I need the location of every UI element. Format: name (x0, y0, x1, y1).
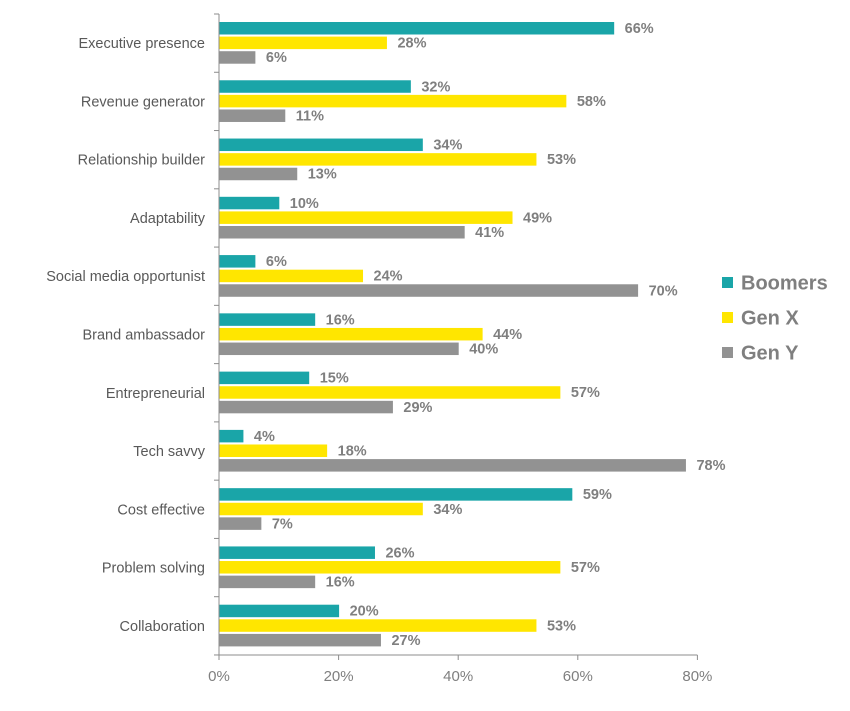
data-label: 11% (296, 108, 324, 124)
x-tick-label: 20% (324, 668, 354, 685)
data-label: 32% (421, 79, 450, 95)
bar-gen-y (219, 167, 298, 181)
data-label: 6% (266, 50, 287, 66)
data-label: 18% (338, 443, 367, 459)
bar-boomers (219, 80, 411, 93)
data-label: 7% (272, 516, 293, 532)
bar-gen-x (219, 502, 423, 516)
bar-boomers (219, 429, 244, 443)
data-label: 13% (308, 167, 337, 183)
x-tick-label: 80% (682, 668, 712, 685)
data-label: 29% (403, 400, 432, 416)
category-label: Cost effective (117, 502, 205, 518)
bar-gen-y (219, 109, 286, 122)
x-tick-label: 60% (563, 668, 593, 685)
data-label: 57% (571, 385, 600, 401)
legend-swatch (722, 277, 733, 288)
bar-gen-x (219, 153, 537, 166)
category-label: Brand ambassador (82, 327, 205, 343)
x-tick-label: 0% (208, 668, 230, 685)
data-label: 34% (433, 138, 462, 154)
bar-gen-x (219, 386, 561, 399)
legend-label: Gen Y (741, 343, 799, 365)
legend-swatch (722, 347, 733, 358)
bar-gen-y (219, 633, 381, 647)
category-label: Executive presence (78, 36, 205, 52)
data-label: 70% (649, 283, 678, 299)
bar-gen-y (219, 284, 639, 297)
legend-label: Boomers (741, 273, 828, 295)
data-label: 28% (397, 36, 426, 52)
bar-boomers (219, 138, 423, 152)
bar-boomers (219, 313, 316, 326)
data-label: 16% (326, 312, 355, 328)
bar-boomers (219, 371, 310, 385)
data-label: 4% (254, 429, 275, 445)
bar-boomers (219, 604, 340, 618)
legend: Boomers Gen X Gen Y (722, 273, 828, 365)
bar-gen-y (219, 226, 465, 239)
bar-gen-y (219, 342, 459, 356)
bar-boomers (219, 196, 280, 210)
category-label: Relationship builder (78, 153, 206, 169)
category-label: Social media opportunist (46, 269, 205, 285)
bar-boomers (219, 488, 573, 501)
bar-gen-x (219, 561, 561, 574)
data-label: 10% (290, 196, 319, 212)
bar-gen-x (219, 327, 483, 341)
data-label: 41% (475, 225, 504, 241)
data-label: 78% (696, 458, 725, 474)
bar-gen-y (219, 51, 256, 64)
data-label: 16% (326, 575, 355, 591)
bar-boomers (219, 22, 615, 35)
data-label: 27% (391, 633, 420, 649)
bar-gen-x (219, 619, 537, 632)
category-label: Tech savvy (133, 444, 205, 460)
bar-boomers (219, 255, 256, 268)
category-label: Collaboration (120, 619, 205, 635)
data-label: 53% (547, 618, 576, 634)
data-label: 57% (571, 560, 600, 576)
data-label: 53% (547, 152, 576, 168)
category-label: Problem solving (102, 561, 205, 577)
data-label: 49% (523, 210, 552, 226)
category-label: Adaptability (130, 211, 206, 227)
data-label: 6% (266, 254, 287, 270)
data-label: 59% (583, 487, 612, 503)
legend-swatch (722, 312, 733, 323)
bar-gen-x (219, 94, 567, 108)
category-label: Entrepreneurial (106, 386, 205, 402)
bar-gen-y (219, 517, 262, 530)
bar-gen-x (219, 211, 513, 224)
data-label: 58% (577, 94, 606, 110)
data-label: 34% (433, 502, 462, 518)
legend-label: Gen X (741, 308, 799, 330)
data-label: 66% (625, 21, 654, 37)
data-label: 24% (374, 269, 403, 285)
plot-area: 0% 20% 40% 60% 80% Executive presence 66% 28% 6%… (46, 13, 726, 685)
data-label: 44% (493, 327, 522, 343)
bar-gen-y (219, 459, 686, 472)
data-label: 15% (320, 371, 349, 387)
category-label: Revenue generator (81, 94, 205, 110)
bar-gen-x (219, 444, 328, 457)
bar-boomers (219, 546, 375, 559)
bar-gen-y (219, 400, 393, 414)
bar-gen-x (219, 269, 364, 283)
data-label: 40% (469, 342, 498, 358)
data-label: 26% (385, 545, 414, 561)
bar-gen-y (219, 575, 316, 589)
x-tick-label: 40% (443, 668, 473, 685)
bar-gen-x (219, 36, 387, 50)
data-label: 20% (350, 604, 379, 620)
